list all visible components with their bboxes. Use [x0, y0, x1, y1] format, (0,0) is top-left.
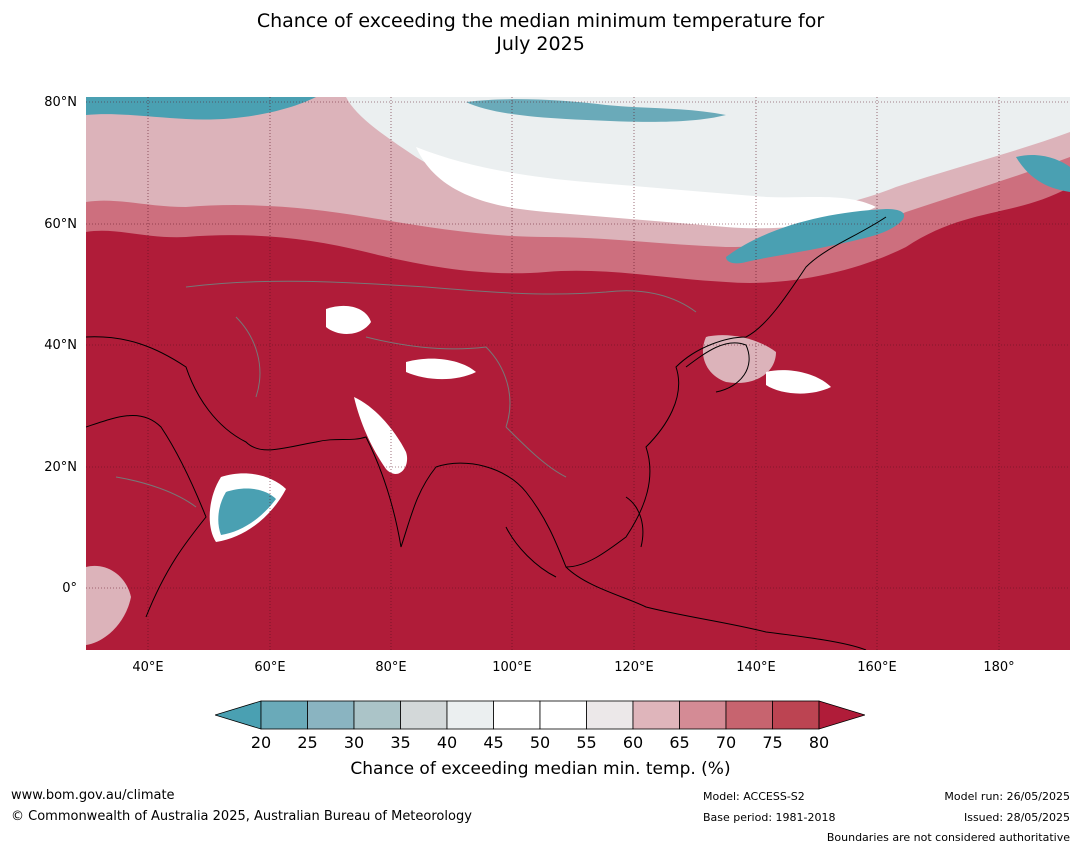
colorbar-tick-label: 45 [483, 733, 504, 752]
colorbar-segment [307, 700, 355, 730]
colorbar-tick-label: 30 [343, 733, 365, 752]
pink-patch-japan [702, 335, 776, 383]
colorbar-segment [353, 700, 401, 730]
lat-label-20n: 20°N [44, 460, 77, 475]
footer-issued: Issued: 28/05/2025 [963, 811, 1070, 824]
title-line-2: July 2025 [496, 33, 585, 55]
lat-label-0: 0° [62, 581, 77, 596]
colorbar-segment [400, 700, 448, 730]
footer-disclaimer: Boundaries are not considered authoritat… [826, 831, 1070, 844]
teal-patch-arabian-sea [218, 488, 276, 535]
lon-label-100e: 100°E [492, 660, 532, 675]
lat-label-80n: 80°N [44, 95, 77, 110]
white-patch-pacific [766, 370, 831, 394]
colorbar-segment [772, 700, 820, 730]
footer-base-period: Base period: 1981-2018 [703, 811, 836, 824]
footer-website: www.bom.gov.au/climate [11, 788, 175, 803]
lon-label-80e: 80°E [375, 660, 407, 675]
colorbar-tick-label: 60 [622, 733, 644, 752]
footer-copyright: © Commonwealth of Australia 2025, Austra… [11, 809, 472, 824]
white-patch-tibet [326, 305, 371, 334]
colorbar-segment [632, 700, 680, 730]
national-boundaries [115, 280, 697, 508]
colorbar-segment [446, 700, 494, 730]
colorbar-segment [539, 700, 587, 730]
colorbar-tick-label: 75 [762, 733, 783, 752]
footer-model: Model: ACCESS-S2 [703, 790, 805, 803]
colorbar-tick-label: 50 [529, 733, 551, 752]
colorbar-tick-label: 55 [576, 733, 597, 752]
teal-patch-northeast [1016, 155, 1070, 192]
lon-label-160e: 160°E [857, 660, 897, 675]
colorbar-tick-label: 40 [436, 733, 458, 752]
map-title: Chance of exceeding the median minimum t… [0, 10, 1081, 56]
colorbar-tick-label: 80 [808, 733, 830, 752]
colorbar-tick-label: 25 [297, 733, 318, 752]
colorbar-svg [213, 700, 867, 730]
teal-patch-northwest [86, 97, 316, 120]
graticule [86, 97, 1070, 650]
white-patch-himalaya [406, 358, 476, 380]
lat-label-60n: 60°N [44, 217, 77, 232]
teal-patch-arctic [466, 99, 726, 122]
footer-model-run: Model run: 26/05/2025 [944, 790, 1070, 803]
colorbar-tick-label: 35 [390, 733, 411, 752]
colorbar-label: Chance of exceeding median min. temp. (%… [350, 759, 731, 779]
lon-label-140e: 140°E [736, 660, 776, 675]
lat-label-40n: 40°N [44, 338, 77, 353]
pink-patch-africa [86, 565, 131, 645]
colorbar-tick-label: 20 [250, 733, 272, 752]
colorbar-extend-low [213, 700, 262, 730]
probability-map [86, 97, 1070, 650]
white-patch-india [354, 397, 408, 474]
colorbar-tick-label: 70 [715, 733, 737, 752]
colorbar-segment [260, 700, 308, 730]
lon-label-60e: 60°E [254, 660, 286, 675]
lon-label-40e: 40°E [132, 660, 164, 675]
teal-patch-okhotsk [726, 209, 905, 264]
lon-label-180: 180° [983, 660, 1015, 675]
map-svg [86, 97, 1070, 650]
colorbar-tick-label: 65 [669, 733, 690, 752]
coastlines [86, 216, 887, 650]
colorbar-segment [586, 700, 634, 730]
lon-label-120e: 120°E [614, 660, 654, 675]
colorbar-extend-high [818, 700, 867, 730]
white-zone-north [416, 147, 876, 229]
colorbar-segment [679, 700, 727, 730]
title-line-1: Chance of exceeding the median minimum t… [256, 10, 825, 32]
colorbar-segment [725, 700, 773, 730]
colorbar [213, 700, 867, 730]
colorbar-segment [493, 700, 541, 730]
